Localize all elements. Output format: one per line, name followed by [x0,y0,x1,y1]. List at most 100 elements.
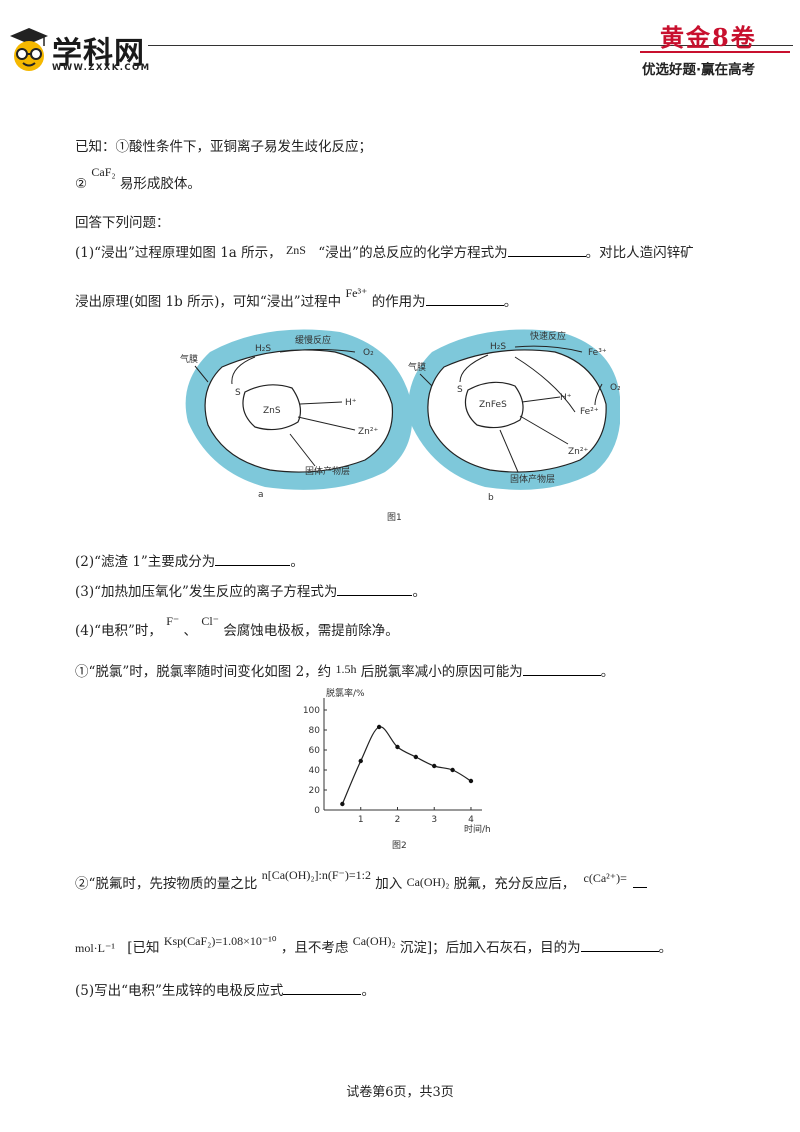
zn-label-a: Zn²⁺ [358,427,378,437]
time-value: 1.5h [335,662,357,676]
q4-text-a: (4)“电积”时， [75,623,162,639]
data-point [468,778,474,784]
known-2-num: ② [75,176,88,192]
q3-blank[interactable] [337,582,413,596]
brand-name: 学科网 [52,36,145,71]
ratio-formula: n[Ca(OH)₂]:n(F⁻)=1:2 [261,868,371,882]
x-tick-label: 1 [358,815,364,825]
chart-ticks: 0 20 40 60 80 100 1 2 3 4 [303,706,474,825]
q2-blank[interactable] [215,552,291,566]
q2-text: (2)“滤渣 1”主要成分为 [75,554,216,570]
q4-2-blank-1[interactable] [632,874,647,888]
core-label-a: ZnS [263,406,281,416]
brand-url: WWW.ZXXK.COM [52,63,151,73]
q4-2-text-a: ②“脱氟时，先按物质的量之比 [75,876,258,892]
q1-text-c: 。对比人造闪锌矿 [585,245,694,261]
q4-2-line1: ②“脱氟时，先按物质的量之比 n[Ca(OH)₂]:n(F⁻)=1:2 加入 C… [75,868,647,892]
s-label-a: S [235,388,241,398]
q4-1-text-b: 后脱氯率减小的原因可能为 [360,664,523,680]
sublabel-b: b [488,493,494,503]
data-point [432,763,437,769]
q4-2-end: 。 [658,940,673,956]
q5-blank[interactable] [283,981,362,995]
logo [8,26,50,74]
y-tick-label: 60 [309,746,321,756]
q1-text-b: “浸出”的总反应的化学方程式为 [318,245,508,261]
q1-text-a: (1)“浸出”过程原理如图 1a 所示， [75,245,282,261]
layer-label-b: 固体产物层 [510,473,555,485]
figure-1-caption: 图1 [387,512,402,523]
known-2: ② CaF₂ 易形成胶体。 [75,162,201,192]
y-tick-label: 40 [309,766,321,776]
o2-label-b: O₂ [610,383,620,393]
series-line [341,726,472,805]
ksp-formula: Ksp(CaF₂)=1.08×10⁻¹⁰ [163,934,277,948]
q4-separator: 、 [183,623,198,639]
q4-1-text-a: ①“脱氯”时，脱氯率随时间变化如图 2，约 [75,664,332,680]
q4-2-blank-2[interactable] [580,938,659,952]
zns-formula: ZnS [285,243,306,257]
sublabel-a: a [258,490,264,500]
q4-2-text-c: 脱氟，充分反应后， [453,876,576,892]
layer-label-a: 固体产物层 [305,465,350,477]
fe2-label-b: Fe²⁺ [580,407,599,417]
page-footer: 试卷第6页，共3页 [346,1085,454,1100]
y-tick-label: 80 [309,726,321,736]
x-tick-label: 4 [468,815,474,825]
x-axis-label: 时间/h [464,823,491,835]
h-label-b: H⁺ [560,393,572,403]
slogan: 优选好题·赢在高考 [642,62,756,78]
cl-ion-formula: Cl⁻ [201,614,220,628]
q5: (5)写出“电积”生成锌的电极反应式 。 [75,979,375,999]
membrane-label-a: 气膜 [180,353,198,365]
q5-end: 。 [361,983,375,999]
q4-2-text-f: 沉淀]；后加入石灰石，目的为 [399,940,581,956]
y-tick-label: 20 [309,786,321,796]
data-point [450,767,455,773]
q3-text: (3)“加热加压氧化”发生反应的离子方程式为 [75,584,338,600]
q4-1: ①“脱氯”时，脱氯率随时间变化如图 2，约 1.5h 后脱氯率减小的原因可能为 。 [75,660,614,680]
caoh2-formula: Ca(OH)₂ [406,875,450,889]
q4-2-text-e: ，且不考虑 [280,940,349,956]
data-point [358,758,363,764]
znfes-core [464,381,524,429]
figure-1a: ZnS H₂S 缓慢反应 O₂ S H⁺ Zn²⁺ 气膜 固体产物层 a [180,329,413,500]
fe3-label-b: Fe³⁺ [588,348,607,358]
ca-conc-formula: c(Ca²⁺)= [583,871,627,885]
q4-2-text-d: [已知 [127,940,160,956]
known-2-text: 易形成胶体。 [119,176,201,192]
q1-line2: 浸出原理(如图 1b 所示)，可知“浸出”过程中 Fe³⁺ 的作用为 。 [75,286,517,310]
q4: (4)“电积”时， F⁻ 、 Cl⁻ 会腐蚀电极板，需提前除净。 [75,614,399,639]
data-point [413,754,419,760]
fe3-formula: Fe³⁺ [345,286,368,300]
membrane-label-b: 气膜 [408,361,426,373]
q1-text-d: 浸出原理(如图 1b 所示)，可知“浸出”过程中 [75,294,342,310]
q4-1-end: 。 [600,664,615,680]
known-1: 已知：①酸性条件下，亚铜离子易发生歧化反应； [75,139,372,155]
title-underline [640,51,790,53]
data-point [376,724,382,730]
q4-1-blank[interactable] [522,662,601,676]
data-point [340,801,345,807]
q1-line1: (1)“浸出”过程原理如图 1a 所示， ZnS “浸出”的总反应的化学方程式为… [75,241,694,261]
q4-2-text-b: 加入 [375,876,403,892]
unit-formula: mol·L⁻¹ [75,941,115,955]
o2-label-a: O₂ [363,348,374,358]
q2-end: 。 [290,554,304,570]
x-tick-label: 2 [395,815,401,825]
zns-core [242,384,302,431]
y-tick-label: 100 [303,706,320,716]
caf2-formula: CaF₂ [91,165,116,179]
q3-end: 。 [412,584,426,600]
y-tick-label: 0 [314,806,320,816]
figure-2-caption: 图2 [392,840,407,851]
paper-title: 黄金8卷 [660,23,757,52]
caoh2-formula-2: Ca(OH)₂ [352,934,396,948]
q1-blank-1[interactable] [507,243,586,257]
data-point [395,744,400,750]
y-axis-label: 脱氯率/% [326,687,365,699]
q1-blank-2[interactable] [425,292,504,306]
x-tick-label: 3 [431,815,437,825]
h-label-a: H⁺ [345,398,357,408]
header-divider [148,45,793,46]
